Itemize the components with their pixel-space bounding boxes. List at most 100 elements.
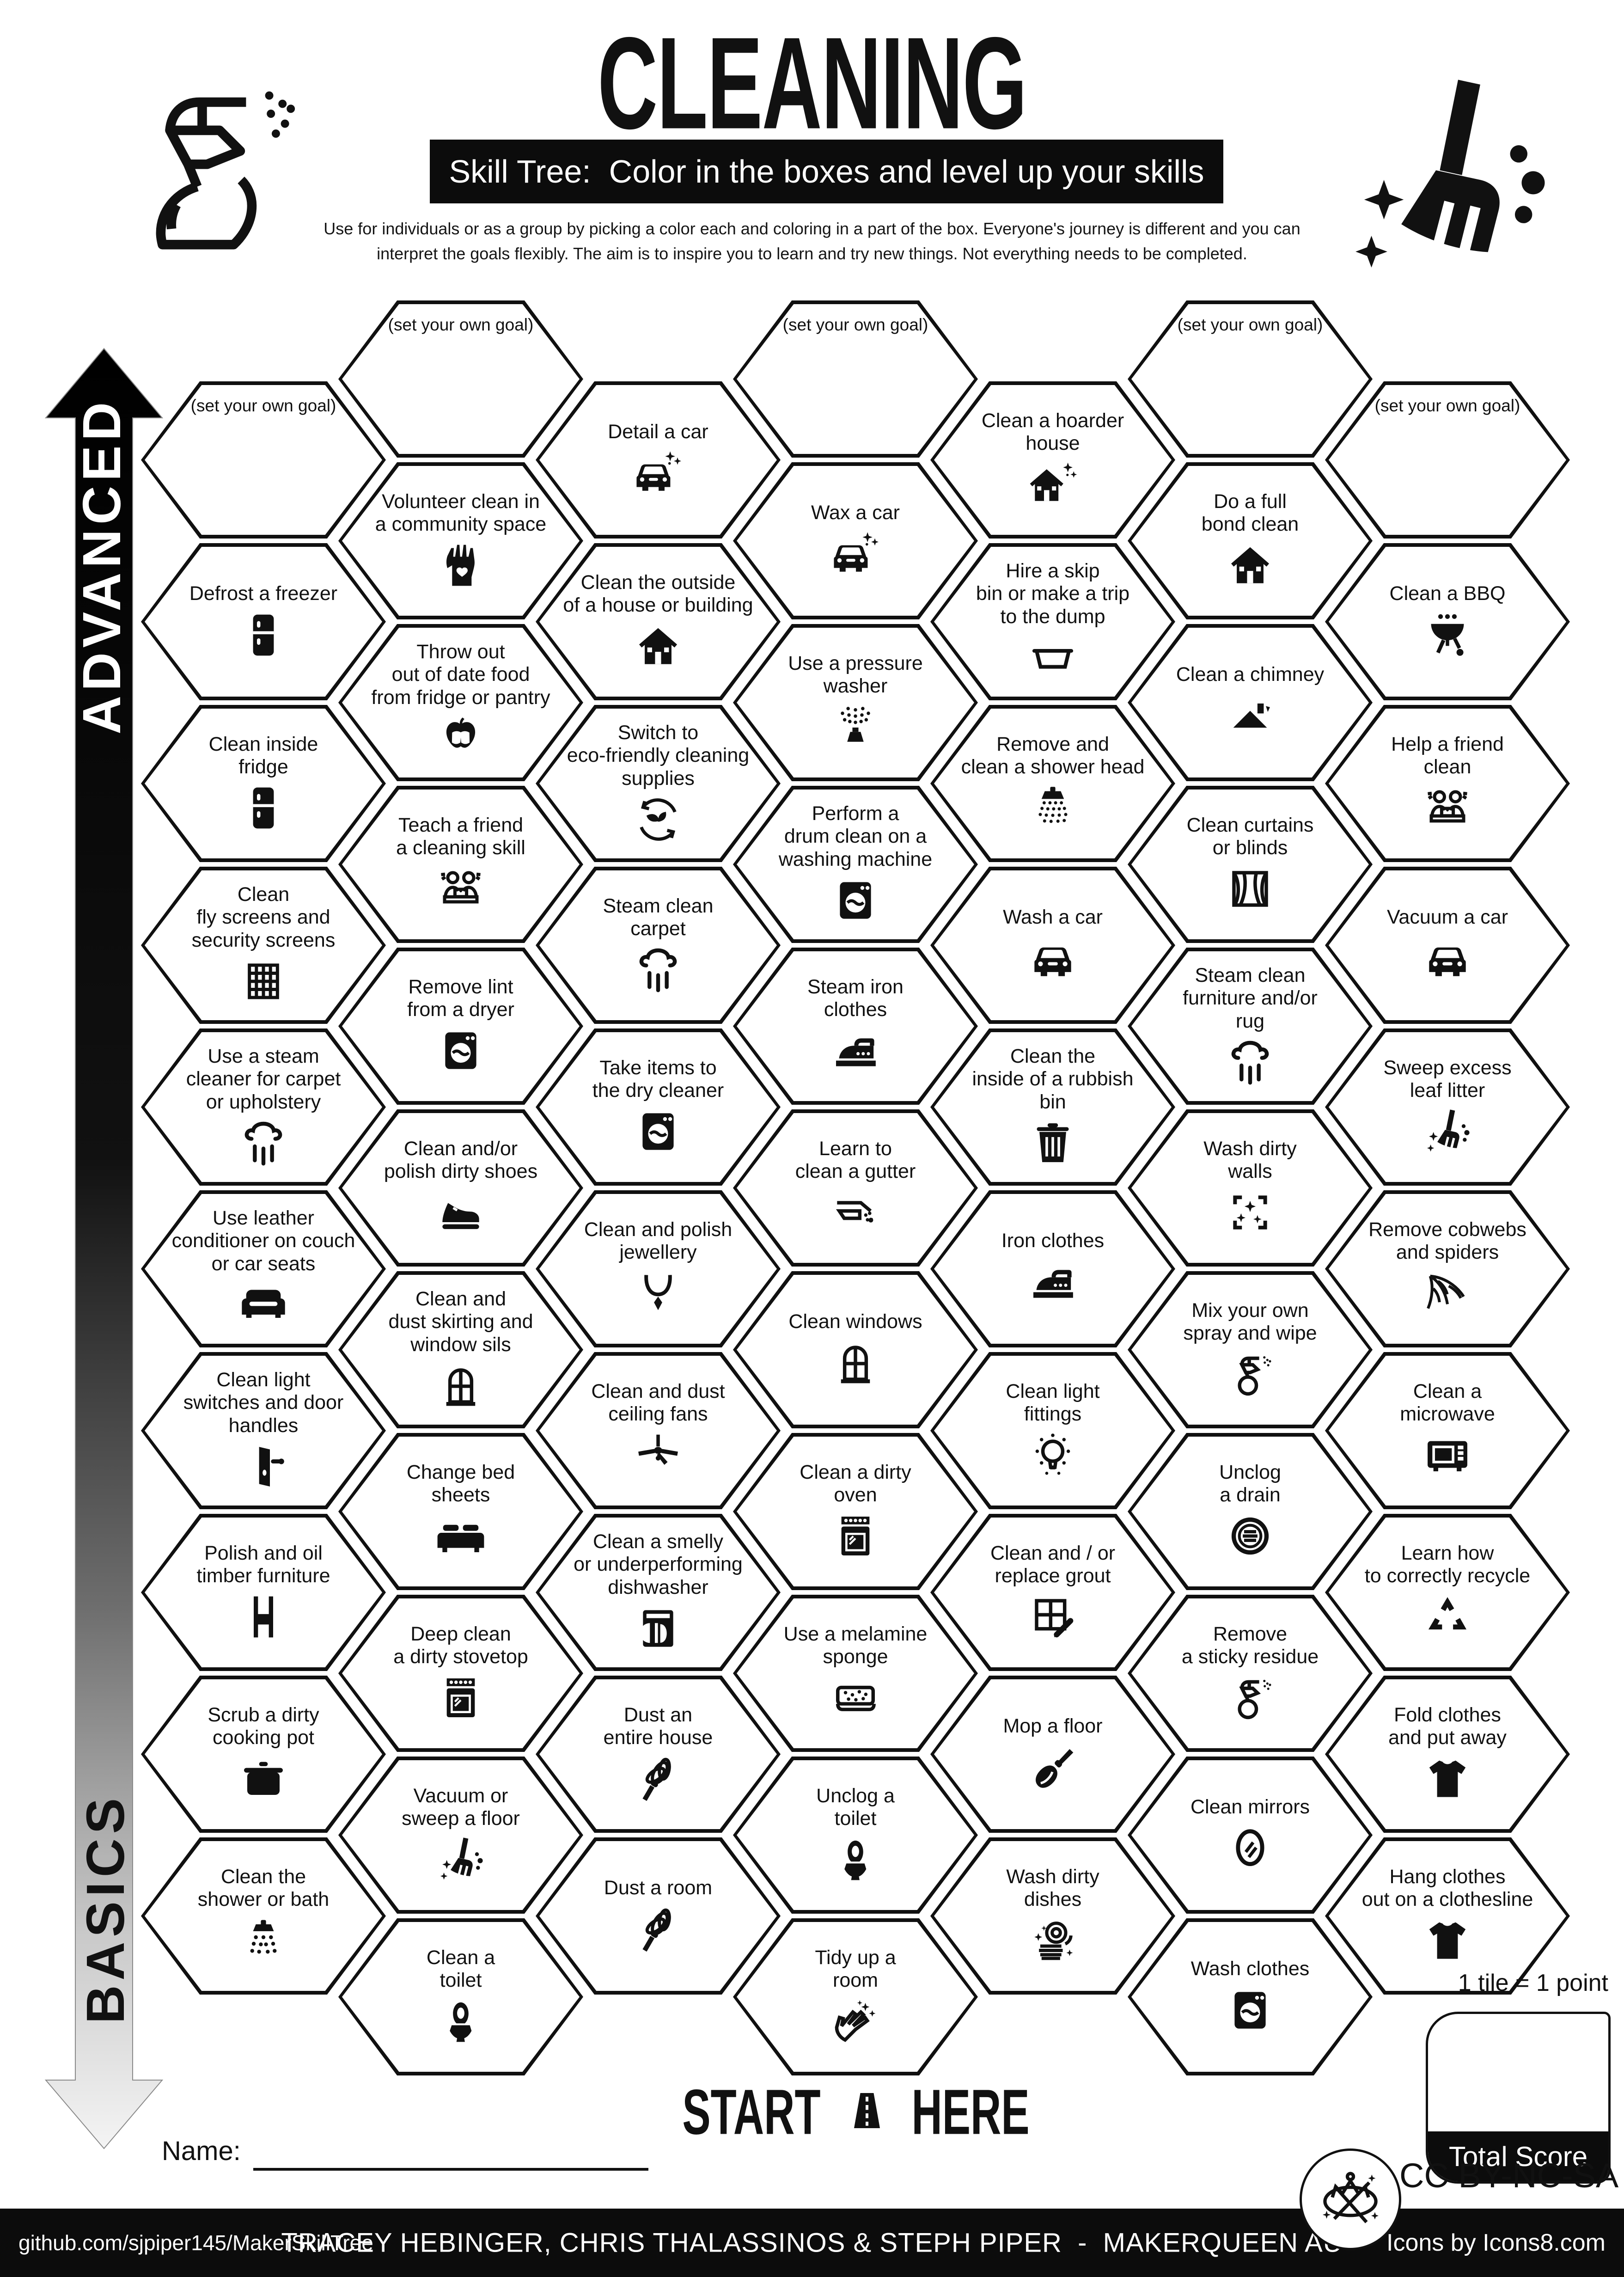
hex-tile-clean-mirrors[interactable]: Clean mirrors [1128, 1757, 1373, 1914]
hex-tile-wash-a-car[interactable]: Wash a car [930, 867, 1175, 1024]
door-handle-icon [238, 1441, 289, 1493]
hex-tile-sweep-excess-leaf-litter[interactable]: Sweep excess leaf litter [1325, 1028, 1570, 1186]
hex-tile-clean-and-dust-ceiling-fans[interactable]: Clean and dust ceiling fans [536, 1352, 781, 1509]
hex-tile-clean-a-smelly-or-underperforming-dishwash[interactable]: Clean a smelly or underperforming dishwa… [536, 1514, 781, 1671]
hex-tile-switch-to-eco-friendly-cleaning-supplies[interactable]: Switch to eco-friendly cleaning supplies [536, 705, 781, 862]
hex-tile-set-your-own-goal[interactable]: (set your own goal) [1325, 381, 1570, 539]
hex-tile-change-bed-sheets[interactable]: Change bed sheets [338, 1433, 583, 1590]
hex-tile-vacuum-a-car[interactable]: Vacuum a car [1325, 867, 1570, 1024]
hex-tile-clean-and-dust-skirting-and-window-sils[interactable]: Clean and dust skirting and window sils [338, 1271, 583, 1428]
hex-label: Clean and/or polish dirty shoes [384, 1137, 538, 1182]
hex-tile-clean-the-inside-of-a-rubbish-bin[interactable]: Clean the inside of a rubbish bin [930, 1028, 1175, 1186]
hex-tile-defrost-a-freezer[interactable]: Defrost a freezer [141, 543, 386, 700]
hex-tile-unclog-a-drain[interactable]: Unclog a drain [1128, 1433, 1373, 1590]
hex-tile-clean-light-fittings[interactable]: Clean light fittings [930, 1352, 1175, 1509]
hex-tile-fold-clothes-and-put-away[interactable]: Fold clothes and put away [1325, 1676, 1570, 1833]
hex-tile-detail-a-car[interactable]: Detail a car [536, 381, 781, 539]
hex-tile-clean-inside-fridge[interactable]: Clean inside fridge [141, 705, 386, 862]
hex-tile-steam-clean-carpet[interactable]: Steam clean carpet [536, 867, 781, 1024]
hex-tile-set-your-own-goal[interactable]: (set your own goal) [1128, 300, 1373, 458]
hex-tile-wash-dirty-dishes[interactable]: Wash dirty dishes [930, 1837, 1175, 1995]
hex-label: Clean inside fridge [208, 733, 318, 778]
hex-label: Wash dirty dishes [1006, 1865, 1099, 1910]
hex-content: Change bed sheets [342, 1437, 580, 1586]
hex-tile-wash-clothes[interactable]: Wash clothes [1128, 1918, 1373, 2075]
hex-tile-clean-a-bbq[interactable]: Clean a BBQ [1325, 543, 1570, 700]
hex-tile-unclog-a-toilet[interactable]: Unclog a toilet [733, 1757, 978, 1914]
hex-tile-do-a-full-bond-clean[interactable]: Do a full bond clean [1128, 462, 1373, 619]
footer-icons-credit[interactable]: Icons by Icons8.com [1386, 2229, 1606, 2256]
hex-tile-clean-windows[interactable]: Clean windows [733, 1271, 978, 1428]
hex-tile-clean-curtains-or-blinds[interactable]: Clean curtains or blinds [1128, 786, 1373, 943]
hex-content: Do a full bond clean [1131, 466, 1369, 616]
hex-tile-polish-and-oil-timber-furniture[interactable]: Polish and oil timber furniture [141, 1514, 386, 1671]
car-icon [1422, 933, 1473, 985]
duster-icon [632, 1753, 684, 1805]
hex-tile-dust-an-entire-house[interactable]: Dust an entire house [536, 1676, 781, 1833]
hex-tile-volunteer-clean-in-a-community-space[interactable]: Volunteer clean in a community space [338, 462, 583, 619]
name-input-line[interactable] [253, 2168, 648, 2171]
hex-fill [934, 547, 1172, 697]
hex-label: Clean curtains or blinds [1186, 814, 1314, 859]
hex-tile-dust-a-room[interactable]: Dust a room [536, 1837, 781, 1995]
hex-content: Sweep excess leaf litter [1329, 1032, 1566, 1182]
hex-content: Remove a sticky residue [1131, 1598, 1369, 1748]
hex-tile-wash-dirty-walls[interactable]: Wash dirty walls [1128, 1109, 1373, 1267]
hex-tile-clean-and-polish-jewellery[interactable]: Clean and polish jewellery [536, 1190, 781, 1347]
hex-tile-clean-a-toilet[interactable]: Clean a toilet [338, 1918, 583, 2075]
hex-fill [342, 790, 580, 939]
hex-tile-remove-a-sticky-residue[interactable]: Remove a sticky residue [1128, 1595, 1373, 1752]
hex-tile-clean-and-or-polish-dirty-shoes[interactable]: Clean and/or polish dirty shoes [338, 1109, 583, 1267]
hex-tile-learn-how-to-correctly-recycle[interactable]: Learn how to correctly recycle [1325, 1514, 1570, 1671]
hex-tile-mix-your-own-spray-and-wipe[interactable]: Mix your own spray and wipe [1128, 1271, 1373, 1428]
hex-tile-clean-a-hoarder-house[interactable]: Clean a hoarder house [930, 381, 1175, 539]
hex-tile-remove-cobwebs-and-spiders[interactable]: Remove cobwebs and spiders [1325, 1190, 1570, 1347]
hex-tile-use-a-melamine-sponge[interactable]: Use a melamine sponge [733, 1595, 978, 1752]
hex-tile-use-a-steam-cleaner-for-carpet-or-upholste[interactable]: Use a steam cleaner for carpet or uphols… [141, 1028, 386, 1186]
hex-tile-teach-a-friend-a-cleaning-skill[interactable]: Teach a friend a cleaning skill [338, 786, 583, 943]
hex-tile-hire-a-skip-bin-or-make-a-trip-to-the-dump[interactable]: Hire a skip bin or make a trip to the du… [930, 543, 1175, 700]
hex-tile-clean-light-switches-and-door-handles[interactable]: Clean light switches and door handles [141, 1352, 386, 1509]
hex-tile-deep-clean-a-dirty-stovetop[interactable]: Deep clean a dirty stovetop [338, 1595, 583, 1752]
hex-tile-use-leather-conditioner-on-couch-or-car-se[interactable]: Use leather conditioner on couch or car … [141, 1190, 386, 1347]
hex-tile-iron-clothes[interactable]: Iron clothes [930, 1190, 1175, 1347]
footer-repo-link[interactable]: github.com/sjpiper145/MakerSkillTree [18, 2231, 373, 2255]
hex-tile-learn-to-clean-a-gutter[interactable]: Learn to clean a gutter [733, 1109, 978, 1267]
hex-fill [539, 1194, 777, 1344]
hex-tile-remove-and-clean-a-shower-head[interactable]: Remove and clean a shower head [930, 705, 1175, 862]
hex-tile-remove-lint-from-a-dryer[interactable]: Remove lint from a dryer [338, 948, 583, 1105]
hex-label: Learn how to correctly recycle [1364, 1542, 1531, 1587]
spray-bottle-icon [109, 32, 307, 291]
hex-tile-clean-the-outside-of-a-house-or-building[interactable]: Clean the outside of a house or building [536, 543, 781, 700]
hex-tile-set-your-own-goal[interactable]: (set your own goal) [141, 381, 386, 539]
hex-tile-hang-clothes-out-on-a-clothesline[interactable]: Hang clothes out on a clothesline [1325, 1837, 1570, 1995]
hex-tile-use-a-pressure-washer[interactable]: Use a pressure washer [733, 624, 978, 781]
hex-tile-help-a-friend-clean[interactable]: Help a friend clean [1325, 705, 1570, 862]
hex-tile-set-your-own-goal[interactable]: (set your own goal) [338, 300, 583, 458]
hex-tile-take-items-to-the-dry-cleaner[interactable]: Take items to the dry cleaner [536, 1028, 781, 1186]
hex-tile-scrub-a-dirty-cooking-pot[interactable]: Scrub a dirty cooking pot [141, 1676, 386, 1833]
house-icon [1224, 539, 1276, 591]
hex-tile-clean-a-microwave[interactable]: Clean a microwave [1325, 1352, 1570, 1509]
hex-tile-mop-a-floor[interactable]: Mop a floor [930, 1676, 1175, 1833]
hex-content: Clean and/or polish dirty shoes [342, 1113, 580, 1263]
hex-tile-clean-a-dirty-oven[interactable]: Clean a dirty oven [733, 1433, 978, 1590]
hex-fill [1131, 628, 1369, 777]
hex-tile-steam-iron-clothes[interactable]: Steam iron clothes [733, 948, 978, 1105]
hex-tile-set-your-own-goal[interactable]: (set your own goal) [733, 300, 978, 458]
hex-content: (set your own goal) [342, 304, 580, 454]
total-score-box[interactable]: Total Score [1426, 2012, 1611, 2184]
car-icon [1027, 933, 1079, 985]
hex-tile-perform-a-drum-clean-on-a-washing-machine[interactable]: Perform a drum clean on a washing machin… [733, 786, 978, 943]
hex-tile-wax-a-car[interactable]: Wax a car [733, 462, 978, 619]
hex-tile-steam-clean-furniture-and-or-rug[interactable]: Steam clean furniture and/or rug [1128, 948, 1373, 1105]
hex-tile-clean-fly-screens-and-security-screens[interactable]: Clean fly screens and security screens [141, 867, 386, 1024]
hex-tile-throw-out-out-of-date-food-from-fridge-or-[interactable]: Throw out out of date food from fridge o… [338, 624, 583, 781]
microwave-icon [1422, 1429, 1473, 1481]
hex-tile-vacuum-or-sweep-a-floor[interactable]: Vacuum or sweep a floor [338, 1757, 583, 1914]
hex-tile-tidy-up-a-room[interactable]: Tidy up a room [733, 1918, 978, 2075]
hex-tile-clean-a-chimney[interactable]: Clean a chimney [1128, 624, 1373, 781]
hex-tile-clean-and-or-replace-grout[interactable]: Clean and / or replace grout [930, 1514, 1175, 1671]
hex-tile-clean-the-shower-or-bath[interactable]: Clean the shower or bath [141, 1837, 386, 1995]
hex-content: Learn how to correctly recycle [1329, 1518, 1566, 1667]
